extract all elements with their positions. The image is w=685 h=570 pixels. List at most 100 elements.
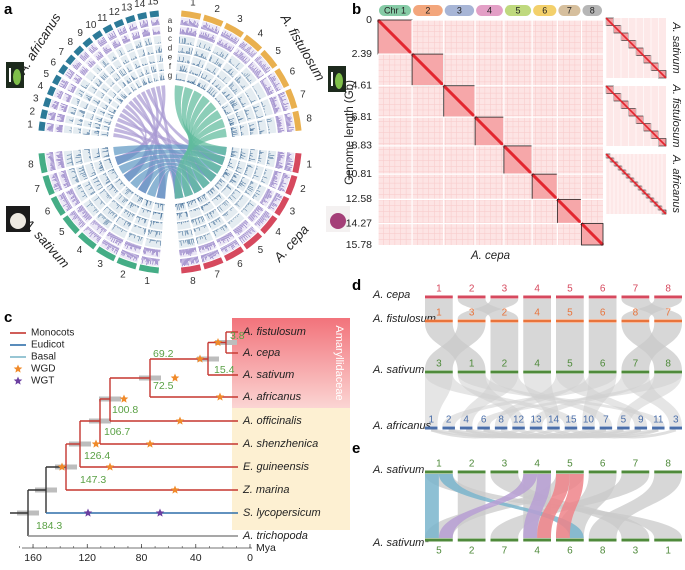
track-band — [143, 37, 153, 46]
wgd-star — [119, 394, 129, 403]
track-signal — [124, 186, 134, 195]
track-signal — [67, 83, 77, 94]
track-band — [204, 62, 220, 76]
chromosome-label: 2 — [214, 4, 220, 15]
y-tick-label: 12.58 — [346, 193, 372, 205]
track-band — [152, 26, 161, 36]
synteny-band — [556, 299, 584, 319]
chromosome-arc — [58, 64, 69, 75]
track-signal — [212, 51, 229, 60]
track-signal — [56, 124, 63, 133]
track-band — [76, 108, 86, 118]
synteny-band — [457, 374, 665, 426]
chr-pill-label: 7 — [567, 5, 572, 15]
chromosome-label: 15 — [147, 0, 159, 8]
track-signal — [99, 188, 113, 199]
fistulosum-icon-plant — [335, 73, 343, 89]
track-signal — [101, 239, 120, 255]
track-signal — [135, 63, 141, 69]
track-band — [117, 79, 127, 89]
track-signal — [200, 73, 211, 83]
track-signal — [81, 83, 90, 90]
track-signal — [95, 79, 103, 87]
chromosome-bar — [588, 538, 617, 542]
chromosome-number: 1 — [428, 415, 434, 426]
chromosome-arc — [292, 152, 302, 174]
track-signal — [216, 199, 229, 213]
wgd-star — [91, 439, 101, 448]
genome-label: A. sativum* — [372, 537, 429, 549]
track-signal — [134, 193, 144, 203]
track-band — [128, 51, 138, 61]
track-signal — [226, 158, 234, 168]
track-band — [100, 83, 110, 93]
track-signal — [157, 55, 163, 63]
chr-pill-label: Chr 1 — [384, 5, 406, 15]
track-signal — [284, 113, 295, 132]
track-band — [198, 30, 217, 43]
track-band — [226, 158, 238, 171]
chromosome-number: 15 — [565, 415, 577, 426]
track-signal — [76, 98, 81, 106]
track-band — [229, 172, 242, 187]
track-band — [90, 176, 104, 192]
track-signal — [100, 110, 106, 116]
node-age: 184.3 — [36, 520, 62, 532]
track-signal — [73, 74, 83, 85]
chromosome-label: 3 — [33, 93, 39, 104]
chromosome-label: 6 — [237, 259, 243, 270]
track-band — [248, 149, 258, 163]
track-signal — [176, 220, 190, 225]
chromosome-number: 4 — [534, 546, 540, 557]
track-signal — [117, 26, 127, 36]
track-signal — [114, 73, 121, 82]
chromosome-number: 2 — [469, 459, 475, 470]
chromosome-number: 5 — [567, 459, 573, 470]
track-signal — [97, 213, 113, 226]
track-signal — [177, 229, 193, 236]
track-signal — [59, 192, 73, 212]
track-signal — [221, 183, 232, 193]
taxon-label: A. shenzhenica — [242, 438, 318, 450]
panel-letter: d — [352, 277, 361, 294]
axis-tick-label: 120 — [79, 552, 97, 564]
legend-label: Eudicot — [31, 340, 65, 351]
track-signal — [275, 116, 285, 133]
track-band — [204, 208, 220, 222]
track-signal — [193, 224, 207, 232]
synteny-band — [556, 374, 648, 426]
track-signal — [77, 184, 88, 198]
chr-pill — [558, 5, 581, 16]
chr-pill-label: 8 — [590, 5, 595, 15]
track-band — [105, 64, 116, 75]
genome-label: A. fistulosum — [372, 313, 436, 325]
track-band — [130, 224, 147, 237]
track-signal — [129, 24, 138, 32]
chromosome-bar — [490, 538, 519, 542]
track-signal — [191, 215, 205, 225]
inset-label: A. fistulosum — [670, 84, 682, 148]
chromosome-number: 9 — [638, 415, 644, 426]
track-band — [146, 74, 153, 84]
track-signal — [117, 89, 122, 94]
y-tick-label: 2.39 — [352, 48, 373, 60]
track-signal — [244, 180, 254, 195]
track-band — [188, 65, 203, 77]
y-tick-label: 8.83 — [352, 140, 373, 152]
chr-pill-label: 2 — [425, 5, 430, 15]
chromosome-label: 7 — [300, 90, 306, 101]
track-letter: b — [168, 25, 173, 34]
track-signal — [102, 104, 109, 110]
chr-pill — [476, 5, 503, 16]
track-signal — [69, 117, 74, 122]
track-signal — [208, 216, 221, 228]
synteny-band — [490, 374, 613, 426]
track-signal — [135, 41, 143, 49]
synteny-ribbon — [181, 86, 226, 166]
y-tick-label: 14.27 — [346, 217, 372, 229]
track-signal — [46, 152, 56, 171]
track-band — [114, 193, 129, 207]
track-band — [234, 73, 250, 90]
track-band — [221, 86, 235, 101]
